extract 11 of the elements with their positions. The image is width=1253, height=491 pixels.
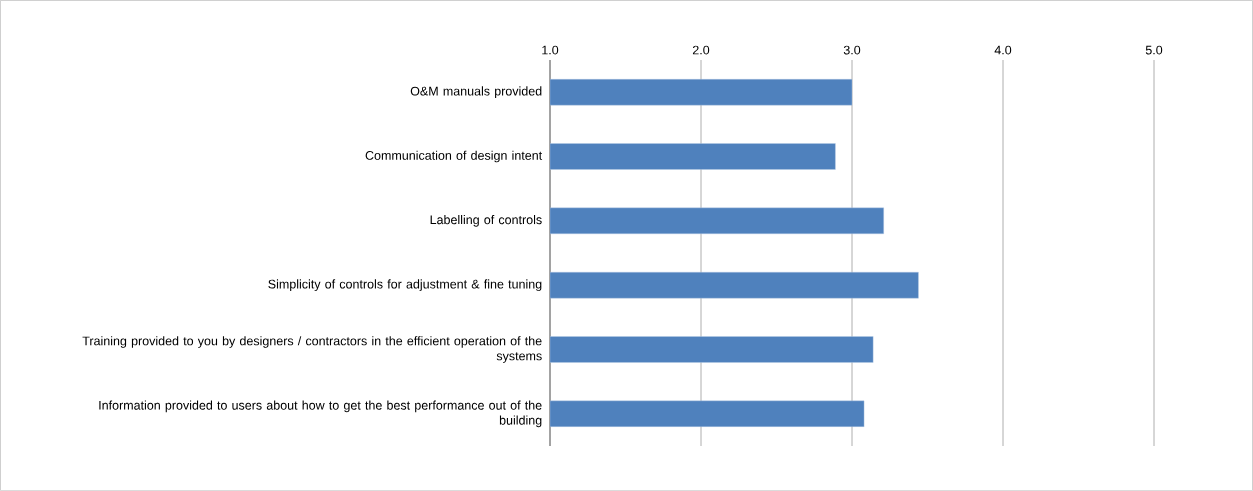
- y-tick-label: Communication of design intent: [365, 150, 543, 163]
- x-tick-label: 1.0: [542, 45, 559, 55]
- x-tick-label: 5.0: [1145, 45, 1163, 55]
- y-tick-label: Information provided to users about how to get the best performance out of the building: [99, 400, 542, 428]
- x-tick-label: 2.0: [692, 45, 710, 55]
- y-tick-label: Training provided to you by designers / contractors in the efficient operation of the systems: [82, 336, 542, 363]
- x-tick-label: 4.0: [994, 45, 1012, 55]
- y-tick-label: Labelling of controls: [430, 215, 542, 227]
- y-tick-label: Simplicity of controls for adjustment & fine tuning: [268, 279, 542, 291]
- y-tick-label: O&M manuals provided: [410, 86, 542, 98]
- x-tick-label: 3.0: [843, 45, 861, 55]
